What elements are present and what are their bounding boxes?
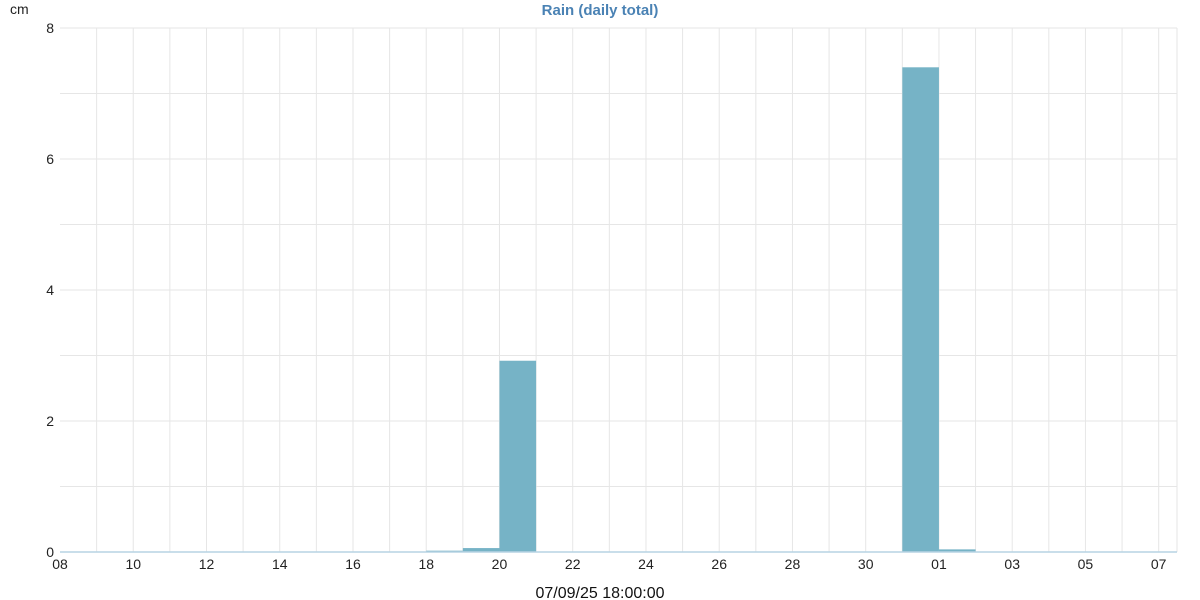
x-tick-label: 14 <box>272 556 288 572</box>
x-axis-label: 07/09/25 18:00:00 <box>535 585 664 600</box>
x-tick-label: 28 <box>785 556 801 572</box>
y-unit-label: cm <box>10 1 29 17</box>
y-tick-label: 0 <box>46 544 54 560</box>
y-tick-label: 4 <box>46 282 54 298</box>
y-tick-labels: 0 2 4 6 8 <box>46 20 54 560</box>
chart-title: Rain (daily total) <box>542 2 659 19</box>
x-tick-label: 10 <box>125 556 141 572</box>
bar-01 <box>938 549 976 552</box>
x-tick-label: 07 <box>1151 556 1167 572</box>
bars <box>426 67 976 553</box>
x-tick-label: 05 <box>1078 556 1094 572</box>
x-tick-label: 18 <box>418 556 434 572</box>
x-tick-label: 30 <box>858 556 874 572</box>
y-tick-label: 6 <box>46 151 54 167</box>
y-tick-label: 8 <box>46 20 54 36</box>
x-tick-label: 26 <box>711 556 727 572</box>
x-tick-label: 22 <box>565 556 581 572</box>
grid <box>60 27 1178 553</box>
x-tick-label: 01 <box>931 556 947 572</box>
bar-30 <box>902 67 939 553</box>
x-tick-label: 20 <box>492 556 508 572</box>
x-tick-label: 16 <box>345 556 361 572</box>
x-tick-labels: 08 10 12 14 16 18 20 22 24 26 28 30 01 03 05 07 <box>52 556 1166 572</box>
x-tick-label: 24 <box>638 556 654 572</box>
x-tick-label: 08 <box>52 556 68 572</box>
bar-18 <box>462 548 500 552</box>
y-tick-label: 2 <box>46 413 54 429</box>
x-tick-label: 12 <box>199 556 215 572</box>
bar-19 <box>499 360 537 552</box>
x-tick-label: 03 <box>1004 556 1020 572</box>
